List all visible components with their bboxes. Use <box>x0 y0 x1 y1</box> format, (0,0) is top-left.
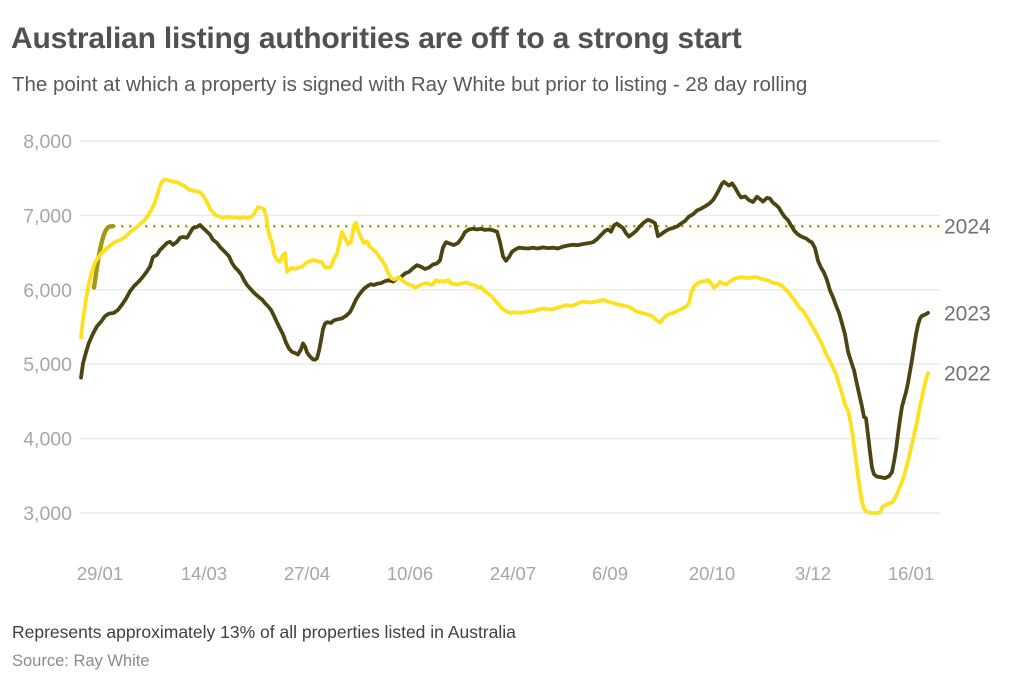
x-axis-label: 6/09 <box>592 563 628 584</box>
y-axis-label: 8,000 <box>23 131 72 153</box>
series-label-2024: 2024 <box>944 216 991 239</box>
chart-title: Australian listing authorities are off t… <box>11 22 742 55</box>
series-line-2022 <box>79 177 930 515</box>
y-axis-label: 4,000 <box>23 429 72 451</box>
y-axis-label: 6,000 <box>23 280 72 302</box>
series-line-2024 <box>91 223 116 290</box>
line-chart: 8,000 7,000 6,000 5,000 4,000 3,000 29/01 14/03… <box>23 131 991 584</box>
y-axis-label: 7,000 <box>23 205 72 227</box>
x-axis-label: 3/12 <box>795 563 831 584</box>
x-axis-label: 14/03 <box>181 563 227 584</box>
x-axis-label: 16/01 <box>888 563 934 584</box>
series-label-2022: 2022 <box>944 363 991 386</box>
y-axis-label: 5,000 <box>23 354 72 376</box>
x-axis-label: 20/10 <box>689 563 735 584</box>
series-label-2023: 2023 <box>944 302 991 325</box>
chart-subtitle: The point at which a property is signed … <box>12 73 808 96</box>
y-axis-label: 3,000 <box>23 503 72 525</box>
x-axis-label: 29/01 <box>77 563 123 584</box>
x-axis-label: 27/04 <box>284 563 330 584</box>
x-axis-label: 24/07 <box>490 563 536 584</box>
chart-footnote: Represents approximately 13% of all prop… <box>12 622 516 642</box>
source-attribution: Source: Ray White <box>12 652 150 670</box>
x-axis-label: 10/06 <box>387 563 433 584</box>
series-line-2023 <box>79 180 930 481</box>
